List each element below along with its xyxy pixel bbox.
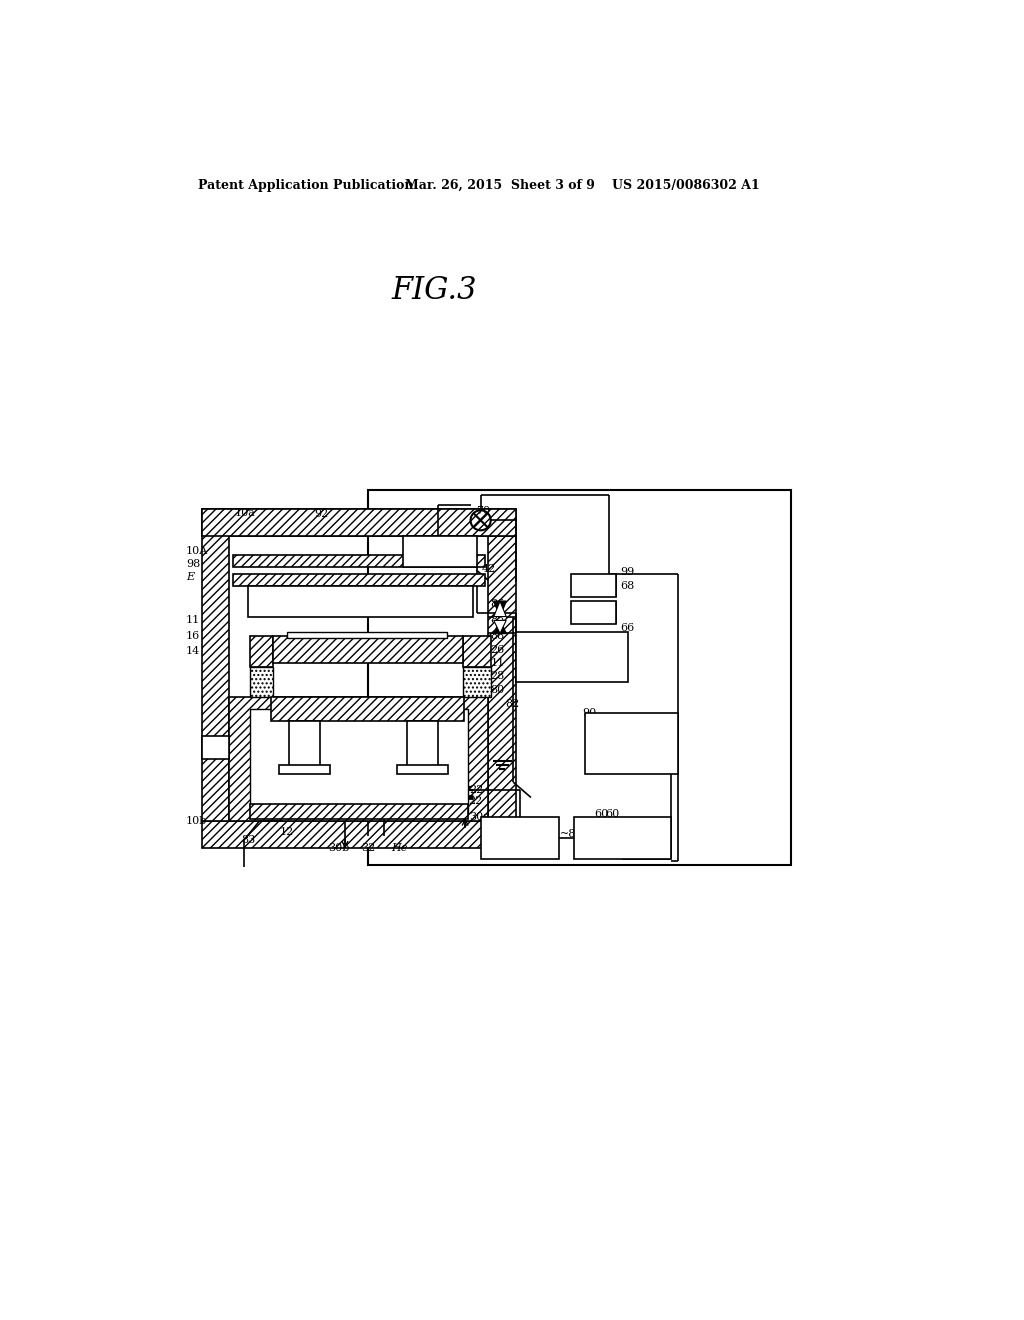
Text: 28: 28 — [490, 671, 505, 681]
Text: GAS SUPPLY: GAS SUPPLY — [535, 659, 608, 669]
Text: 92: 92 — [314, 510, 329, 519]
Text: UNIT: UNIT — [505, 845, 536, 855]
Text: 20: 20 — [378, 594, 392, 605]
Bar — [280, 766, 331, 775]
Text: PROCESSING: PROCESSING — [531, 649, 611, 660]
Bar — [202, 508, 515, 536]
Bar — [250, 804, 468, 818]
Text: 38: 38 — [269, 574, 284, 585]
Text: 16: 16 — [186, 631, 201, 640]
Bar — [488, 536, 515, 821]
Bar — [228, 697, 488, 821]
Text: 98: 98 — [186, 560, 201, 569]
Text: 32: 32 — [361, 842, 376, 853]
Bar — [271, 697, 464, 721]
Bar — [248, 586, 473, 616]
Bar — [202, 508, 228, 821]
Text: 60: 60 — [594, 809, 608, 820]
Text: 68: 68 — [621, 581, 635, 591]
Text: 88: 88 — [490, 631, 505, 640]
Text: 30b: 30b — [328, 842, 349, 853]
Text: 80: 80 — [490, 685, 505, 694]
Text: US 2015/0086302 A1: US 2015/0086302 A1 — [612, 178, 760, 191]
Text: 14: 14 — [186, 647, 201, 656]
Bar — [463, 667, 490, 697]
Text: 11: 11 — [186, 615, 201, 626]
Bar — [250, 709, 468, 813]
Text: 66: 66 — [621, 623, 635, 634]
Text: MFC: MFC — [578, 607, 610, 620]
Bar — [250, 636, 273, 667]
Text: 62: 62 — [410, 550, 424, 560]
Text: 90: 90 — [583, 708, 596, 718]
Text: Patent Application Publication: Patent Application Publication — [198, 178, 414, 191]
Bar — [369, 490, 792, 866]
Polygon shape — [494, 620, 506, 634]
Text: MAIN: MAIN — [605, 828, 639, 838]
Bar — [403, 536, 477, 566]
Text: He: He — [391, 842, 408, 853]
Text: 85: 85 — [490, 615, 505, 626]
Text: 24: 24 — [250, 594, 264, 605]
Bar — [515, 632, 628, 682]
Bar — [407, 721, 438, 767]
Text: GB: GB — [583, 579, 604, 593]
Text: FIG.3: FIG.3 — [391, 276, 477, 306]
Bar — [397, 766, 449, 775]
Bar — [202, 821, 515, 847]
Text: 60: 60 — [605, 809, 620, 820]
Text: UNIT: UNIT — [556, 668, 587, 678]
Text: 10a: 10a — [234, 508, 255, 517]
Bar — [250, 667, 273, 697]
Text: 83: 83 — [241, 834, 255, 845]
Bar — [463, 636, 490, 667]
Bar — [202, 737, 228, 759]
Text: 10A: 10A — [186, 546, 208, 556]
Bar — [571, 574, 616, 598]
Text: W: W — [355, 602, 367, 612]
Bar — [571, 601, 616, 624]
Text: 22: 22 — [468, 796, 482, 807]
Text: 26: 26 — [490, 644, 505, 655]
Text: 18: 18 — [278, 594, 292, 605]
Text: 82: 82 — [506, 698, 519, 709]
Text: SYSTEM: SYSTEM — [607, 755, 656, 764]
Text: 22: 22 — [469, 785, 483, 795]
Bar — [202, 508, 515, 536]
Text: 40: 40 — [330, 574, 344, 585]
Text: E: E — [186, 572, 195, 582]
Bar — [586, 713, 678, 775]
Text: EXHAUST: EXHAUST — [492, 837, 549, 846]
Text: 70: 70 — [476, 506, 490, 516]
Polygon shape — [494, 601, 506, 616]
Bar — [573, 817, 671, 859]
Text: 99: 99 — [621, 566, 635, 577]
Text: SUPPLY: SUPPLY — [609, 746, 654, 755]
Bar — [289, 721, 321, 767]
Text: 12: 12 — [280, 828, 294, 837]
Text: ~84: ~84 — [560, 829, 584, 838]
Text: 30a: 30a — [469, 812, 489, 822]
Bar — [287, 632, 447, 638]
Text: Mar. 26, 2015  Sheet 3 of 9: Mar. 26, 2015 Sheet 3 of 9 — [406, 178, 595, 191]
Text: 37: 37 — [327, 606, 340, 615]
Text: 64: 64 — [436, 539, 451, 548]
Bar — [232, 554, 484, 566]
Text: 86: 86 — [490, 599, 505, 610]
Text: GAS: GAS — [508, 828, 532, 838]
Polygon shape — [494, 601, 506, 616]
Polygon shape — [494, 620, 506, 634]
Text: 11: 11 — [490, 657, 505, 668]
Text: 42: 42 — [481, 564, 496, 574]
Text: CONTROLLER: CONTROLLER — [580, 840, 664, 850]
Text: 10b: 10b — [186, 816, 208, 825]
Bar — [273, 636, 463, 663]
Text: POWER: POWER — [609, 737, 654, 746]
Bar — [232, 574, 484, 586]
Text: 34: 34 — [438, 594, 453, 605]
Bar — [481, 817, 559, 859]
Text: 41: 41 — [430, 546, 446, 560]
Text: 36: 36 — [312, 606, 327, 615]
